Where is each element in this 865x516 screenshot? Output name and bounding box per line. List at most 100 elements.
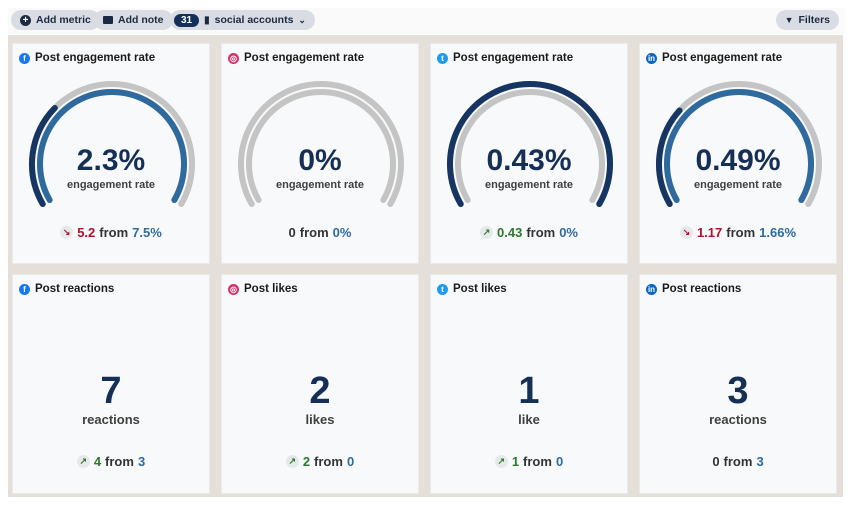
from-label: from (105, 454, 134, 469)
from-label: from (299, 225, 329, 240)
change-value: 4 (93, 454, 102, 469)
card-title: f Post engagement rate (19, 52, 155, 64)
change-value: 0 (712, 454, 720, 469)
change-summary: ↗ 2 from 0 (222, 454, 418, 469)
card-title-label: Post engagement rate (244, 52, 365, 64)
bar-chart-icon: ▮ (204, 14, 210, 26)
from-label: from (723, 454, 753, 469)
trend-down-icon: ↘ (60, 226, 74, 239)
metric-card-facebook[interactable]: f Post reactions 7 reactions ↗ 4 from 3 (12, 274, 210, 494)
twitter-icon: t (437, 52, 448, 64)
metric-card-instagram[interactable]: ◎ Post engagement rate 0% engagement rate… (221, 43, 419, 264)
social-accounts-dropdown[interactable]: 31 ▮ social accounts ⌄ (170, 10, 315, 30)
plus-circle-icon: + (20, 14, 31, 26)
card-title-label: Post reactions (662, 283, 742, 295)
metric-unit: likes (305, 412, 335, 427)
linkedin-icon: in (646, 283, 657, 295)
gauge-inner-track (455, 89, 605, 203)
card-title: t Post likes (437, 283, 507, 295)
metric-value: 3 (727, 370, 749, 412)
metric-value: 2.3% (76, 144, 146, 177)
engagement-gauge (29, 81, 195, 207)
engagement-gauge (238, 81, 404, 207)
change-summary: 0 from 3 (640, 454, 836, 469)
gauge-inner-track (246, 89, 396, 203)
previous-value: 0 (555, 454, 564, 469)
gauge-previous-arc (37, 89, 187, 203)
trend-up-icon: ↗ (285, 455, 299, 468)
metric-card-linkedin[interactable]: in Post reactions 3 reactions 0 from 3 (639, 274, 837, 494)
change-summary: ↗ 1 from 0 (431, 454, 627, 469)
card-title: ◎ Post engagement rate (228, 52, 364, 64)
from-label: from (523, 454, 552, 469)
metric-card-facebook[interactable]: f Post engagement rate 2.3% engagement ra… (12, 43, 210, 264)
metric-card-twitter[interactable]: t Post likes 1 like ↗ 1 from 0 (430, 274, 628, 494)
metric-value: 0.43% (486, 144, 572, 177)
metric-value: 7 (100, 370, 122, 412)
trend-up-icon: ↗ (76, 455, 90, 468)
filters-label: Filters (798, 14, 830, 26)
metric-unit: like (518, 412, 540, 427)
note-icon (103, 16, 113, 24)
card-title-label: Post engagement rate (35, 52, 156, 64)
facebook-icon: f (19, 283, 30, 295)
card-title: t Post engagement rate (437, 52, 573, 64)
metric-value: 0% (298, 144, 342, 177)
previous-value: 0 (346, 454, 355, 469)
gauge-previous-arc (664, 89, 814, 203)
gauge-outer-track (238, 81, 404, 207)
change-value: 1 (511, 454, 520, 469)
card-title: f Post reactions (19, 283, 114, 295)
gauge-current-arc (656, 107, 683, 207)
metric-unit: engagement rate (66, 179, 156, 191)
metrics-grid: f Post engagement rate 2.3% engagement ra… (8, 35, 843, 497)
card-title: in Post engagement rate (646, 52, 782, 64)
previous-value: 3 (756, 454, 764, 469)
change-summary: ↘ 5.2 from 7.5% (13, 225, 209, 240)
metric-card-instagram[interactable]: ◎ Post likes 2 likes ↗ 2 from 0 (221, 274, 419, 494)
card-title-label: Post likes (244, 283, 298, 295)
twitter-icon: t (437, 283, 448, 295)
previous-value: 1.66% (759, 225, 797, 240)
change-summary: ↗ 4 from 3 (13, 454, 209, 469)
toolbar: + Add metric Add note 31 ▮ social accounts ⌄… (8, 8, 845, 34)
add-note-button[interactable]: Add note (94, 10, 173, 30)
card-title-label: Post engagement rate (453, 52, 574, 64)
trend-down-icon: ↘ (679, 226, 693, 239)
gauge-current-arc (447, 81, 613, 207)
filter-icon: ▼ (784, 15, 794, 25)
change-value: 1.17 (696, 225, 723, 240)
metric-unit: reactions (82, 412, 140, 427)
engagement-gauge (447, 81, 613, 207)
add-metric-label: Add metric (36, 14, 91, 26)
metric-value: 2 (309, 370, 331, 412)
change-summary: ↘ 1.17 from 1.66% (640, 225, 836, 240)
previous-value: 0% (559, 225, 578, 240)
gauge-current-arc (29, 105, 58, 207)
engagement-gauge (656, 81, 822, 207)
card-title: ◎ Post likes (228, 283, 298, 295)
previous-value: 0% (332, 225, 352, 240)
change-value: 2 (302, 454, 311, 469)
add-metric-button[interactable]: + Add metric (11, 10, 100, 30)
change-summary: 0 from 0% (222, 225, 418, 240)
metric-unit: engagement rate (484, 179, 574, 191)
from-label: from (314, 454, 343, 469)
filters-button[interactable]: ▼ Filters (775, 10, 839, 30)
card-title: in Post reactions (646, 283, 741, 295)
linkedin-icon: in (646, 52, 657, 64)
instagram-icon: ◎ (228, 283, 239, 295)
from-label: from (726, 225, 756, 240)
from-label: from (99, 225, 129, 240)
add-note-label: Add note (118, 14, 164, 26)
card-title-label: Post engagement rate (662, 52, 783, 64)
change-value: 0.43 (497, 225, 523, 240)
metric-unit: reactions (709, 412, 767, 427)
metric-value: 0.49% (695, 144, 781, 177)
metric-unit: engagement rate (275, 179, 365, 191)
facebook-icon: f (19, 52, 30, 64)
metric-card-twitter[interactable]: t Post engagement rate 0.43% engagement r… (430, 43, 628, 264)
previous-value: 7.5% (132, 225, 162, 240)
metric-card-linkedin[interactable]: in Post engagement rate 0.49% engagement … (639, 43, 837, 264)
trend-up-icon: ↗ (494, 455, 508, 468)
